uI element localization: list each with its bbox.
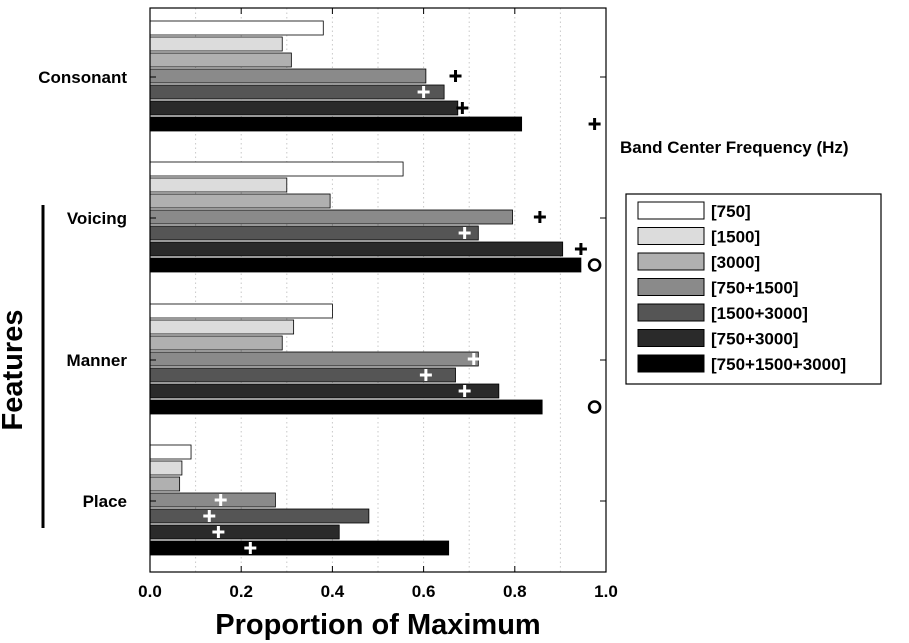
category-labels: Consonant Voicing Manner Place — [38, 68, 606, 511]
category-label: Voicing — [67, 209, 127, 228]
plus-marker — [419, 369, 432, 381]
bar — [149, 257, 582, 273]
bar — [149, 161, 404, 177]
plus-marker — [449, 70, 462, 82]
bar — [149, 84, 445, 100]
legend-swatch — [637, 303, 705, 322]
x-tick-label: 0.0 — [138, 582, 162, 601]
plus-marker — [458, 385, 471, 397]
bar — [149, 20, 324, 36]
category-label: Consonant — [38, 68, 127, 87]
legend-entry: [750+3000] — [711, 330, 798, 349]
legend-entry: [3000] — [711, 253, 760, 272]
legend-swatch — [637, 278, 705, 296]
legend-swatch — [637, 201, 705, 220]
plus-marker — [212, 526, 225, 538]
plot-frame — [149, 7, 607, 573]
bar — [149, 303, 333, 319]
bar — [149, 225, 479, 241]
bar — [149, 68, 427, 84]
legend-title: Band Center Frequency (Hz) — [620, 138, 849, 157]
bars — [149, 20, 582, 556]
plus-marker — [533, 211, 546, 223]
plus-marker — [203, 510, 216, 522]
bar — [149, 524, 340, 540]
legend-entry: [750] — [711, 202, 751, 221]
legend-swatch — [637, 252, 705, 271]
x-tick-label: 0.4 — [321, 582, 345, 601]
bar — [149, 241, 564, 257]
legend-entry: [750+1500] — [711, 279, 798, 298]
legend-entry: [1500+3000] — [711, 304, 808, 323]
plus-marker — [417, 86, 430, 98]
bar — [149, 444, 192, 460]
bar — [149, 335, 283, 351]
plus-marker — [467, 353, 480, 365]
legend-swatch — [637, 329, 705, 347]
legend-entry: [1500] — [711, 228, 760, 247]
bar — [149, 52, 292, 68]
plus-marker — [214, 494, 227, 506]
bar — [149, 540, 450, 556]
bar — [149, 492, 276, 508]
y-axis-title: Features — [0, 310, 29, 431]
category-label: Manner — [67, 351, 128, 370]
circle-marker — [587, 400, 602, 414]
bar — [149, 367, 456, 383]
bar — [149, 177, 288, 193]
bar — [149, 193, 331, 209]
x-axis-ticks: 0.0 0.2 0.4 0.6 0.8 1.0 — [138, 8, 618, 601]
legend-swatch — [637, 227, 705, 245]
bar — [149, 351, 479, 367]
legend-entry: [750+1500+3000] — [711, 355, 846, 374]
legend: [750] [1500] [3000] [750+1500] [1500+3000] [7… — [637, 201, 846, 374]
legend-swatch — [637, 354, 705, 373]
bar — [149, 209, 513, 225]
markers — [203, 70, 602, 554]
x-tick-label: 1.0 — [594, 582, 618, 601]
bar — [149, 508, 370, 524]
bar — [149, 116, 523, 132]
bar — [149, 460, 183, 476]
plus-marker — [574, 243, 587, 255]
bar — [149, 476, 181, 492]
circle-marker — [587, 258, 602, 272]
bar — [149, 36, 283, 52]
bar — [149, 319, 295, 335]
plus-marker — [244, 542, 257, 554]
x-tick-label: 0.6 — [412, 582, 436, 601]
x-tick-label: 0.2 — [229, 582, 253, 601]
plus-marker — [456, 102, 469, 114]
plus-marker — [458, 227, 471, 239]
bar — [149, 399, 543, 415]
plus-marker — [588, 118, 601, 130]
x-tick-label: 0.8 — [503, 582, 527, 601]
x-axis-title: Proportion of Maximum — [215, 609, 540, 641]
bar — [149, 100, 459, 116]
category-label: Place — [83, 492, 127, 511]
bar — [149, 383, 500, 399]
